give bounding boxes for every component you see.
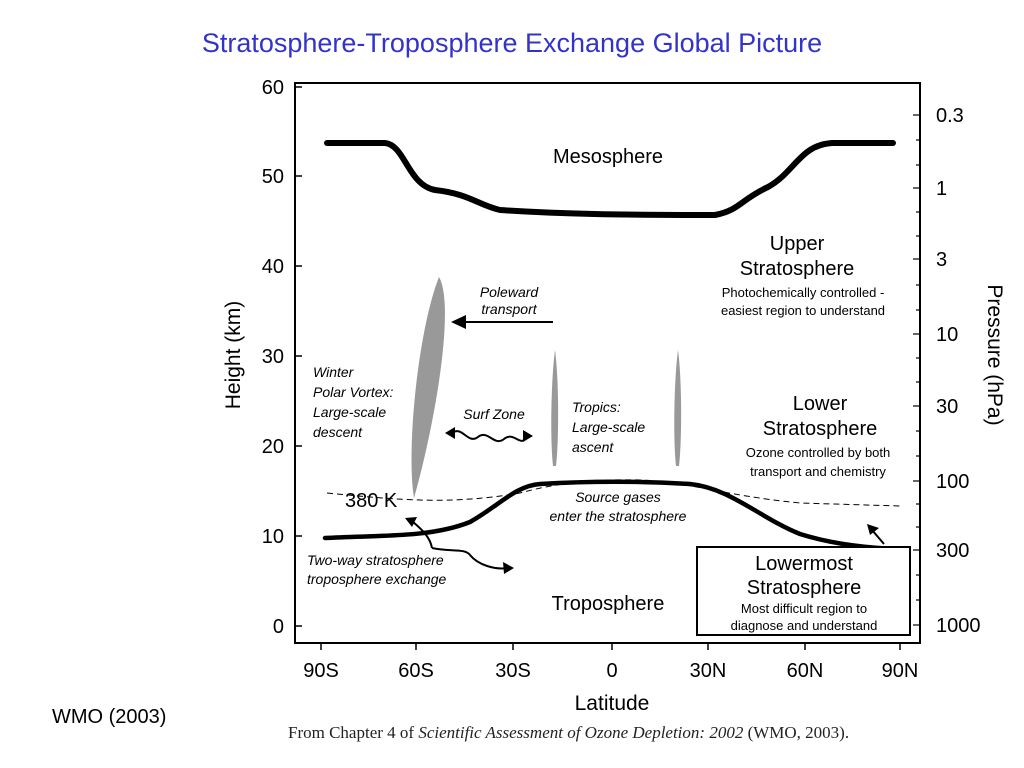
arrowhead — [503, 562, 514, 574]
right-exchange-arrow — [867, 524, 885, 545]
figure-caption: From Chapter 4 of Scientific Assessment … — [288, 723, 849, 743]
poleward-arrow — [451, 315, 553, 329]
caption-suffix: (WMO, 2003). — [743, 723, 850, 742]
caption-title: Scientific Assessment of Ozone Depletion… — [418, 723, 744, 742]
x-tick: 60N — [787, 660, 824, 682]
y-left-tick: 30 — [262, 346, 284, 368]
y-right-axis-label: Pressure (hPa) — [983, 284, 1006, 425]
tropical-ascent-shape-left — [551, 350, 559, 466]
x-tick: 60S — [398, 660, 434, 682]
winter-vortex-label: descent — [313, 424, 363, 440]
y-left-tick: 0 — [273, 616, 284, 638]
two-way-exchange-label: troposphere exchange — [307, 571, 447, 587]
lowermost-stratosphere-note: diagnose and understand — [731, 618, 878, 633]
winter-vortex-label: Large-scale — [313, 404, 386, 420]
y-right-tick: 1000 — [936, 615, 981, 637]
lowermost-stratosphere-label: Lowermost — [755, 553, 853, 575]
y-left-tick: 10 — [262, 526, 284, 548]
upper-stratosphere-label: Stratosphere — [740, 258, 855, 280]
x-tick: 90N — [882, 660, 919, 682]
upper-stratosphere-note: Photochemically controlled - — [722, 285, 885, 300]
slide-title: Stratosphere-Troposphere Exchange Global… — [201, 28, 823, 58]
y-left-tick: 20 — [262, 436, 284, 458]
source-gases-label: enter the stratosphere — [550, 508, 687, 524]
isentrope-380k — [326, 479, 901, 507]
source-gases-label: Source gases — [575, 489, 661, 505]
x-tick: 30S — [495, 660, 531, 682]
y-right-tick: 30 — [936, 396, 958, 418]
tropics-label: ascent — [572, 439, 614, 455]
y-left-tick: 40 — [262, 256, 284, 278]
stratopause-curve — [324, 140, 896, 218]
x-tick: 30N — [690, 660, 727, 682]
troposphere-label: Troposphere — [552, 593, 665, 615]
source-citation: WMO (2003) — [52, 706, 167, 728]
winter-vortex-label: Polar Vortex: — [313, 384, 394, 400]
y-right-tick: 300 — [936, 540, 969, 562]
y-right-tick: 0.3 — [936, 105, 964, 127]
y-right-tick: 1 — [936, 178, 947, 200]
mesosphere-label: Mesosphere — [553, 146, 663, 168]
upper-stratosphere-note: easiest region to understand — [721, 303, 885, 318]
y-right-tick: 3 — [936, 249, 947, 271]
x-tick: 90S — [303, 660, 339, 682]
winter-vortex-label: Winter — [313, 364, 355, 380]
tropical-ascent-shape-right — [674, 350, 682, 466]
lower-stratosphere-label: Stratosphere — [763, 418, 878, 440]
isentrope-380k-label: 380 K — [345, 490, 398, 512]
x-tick: 0 — [606, 660, 617, 682]
y-right-tick: 100 — [936, 471, 969, 493]
tropics-label: Large-scale — [572, 419, 645, 435]
upper-stratosphere-label: Upper — [770, 233, 825, 255]
lowermost-stratosphere-note: Most difficult region to — [741, 601, 867, 616]
y-left-tick: 60 — [262, 77, 284, 99]
y-right-tick: 10 — [936, 324, 958, 346]
right-axis-ticks — [913, 114, 920, 626]
two-way-exchange-label: Two-way stratosphere — [307, 552, 444, 568]
arrowhead — [405, 517, 417, 527]
lower-stratosphere-label: Lower — [793, 393, 848, 415]
left-axis-ticks — [295, 86, 302, 627]
surf-zone-label: Surf Zone — [463, 406, 525, 422]
y-left-tick: 50 — [262, 166, 284, 188]
caption-prefix: From Chapter 4 of — [288, 723, 419, 742]
surf-zone-wavy-arrow — [445, 427, 533, 442]
x-axis-label: Latitude — [575, 692, 650, 715]
x-axis-ticks — [320, 643, 901, 650]
lower-stratosphere-note: Ozone controlled by both — [746, 445, 891, 460]
lowermost-stratosphere-box — [696, 546, 911, 636]
polar-vortex-descent-shape — [411, 277, 445, 498]
poleward-transport-label: Poleward — [480, 284, 540, 300]
y-left-axis-label: Height (km) — [222, 301, 245, 410]
poleward-transport-label: transport — [481, 301, 537, 317]
tropics-label: Tropics: — [572, 399, 621, 415]
lowermost-stratosphere-label: Stratosphere — [747, 577, 862, 599]
lower-stratosphere-note: transport and chemistry — [750, 464, 886, 479]
tropopause-curve — [322, 479, 900, 552]
